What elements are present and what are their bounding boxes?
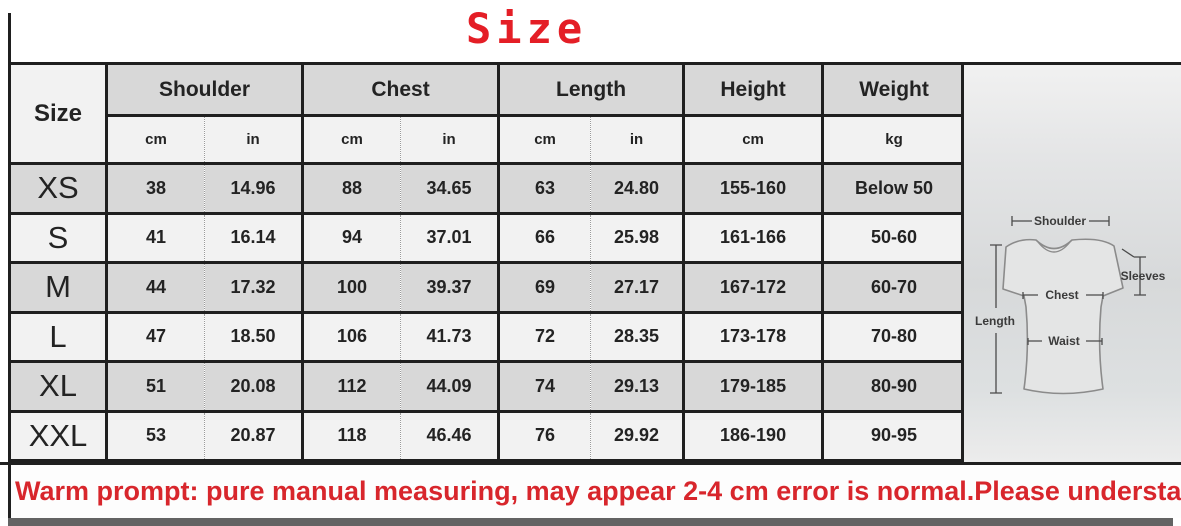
size-label: XS xyxy=(8,162,108,215)
group-header-weight: Weight xyxy=(821,62,968,117)
value-cell: 173-178 xyxy=(682,310,825,363)
unit-header: cm xyxy=(682,114,825,165)
value-cell: 100 xyxy=(301,261,402,314)
value-cell: 28.35 xyxy=(590,310,686,363)
measure-lines xyxy=(990,216,1146,394)
value-cell: 70-80 xyxy=(821,310,968,363)
value-cell: 161-166 xyxy=(682,211,825,264)
value-cell: Below 50 xyxy=(821,162,968,215)
bottom-divider-bar xyxy=(8,518,1173,526)
size-label: M xyxy=(8,261,108,314)
value-cell: 46.46 xyxy=(400,409,501,462)
value-cell: 72 xyxy=(497,310,592,363)
value-cell: 80-90 xyxy=(821,360,968,413)
shoulder-measure-label: Shoulder xyxy=(1034,214,1086,228)
value-cell: 16.14 xyxy=(203,211,305,264)
table-row-xs: XS 38 14.96 88 34.65 63 24.80 155-160 Be… xyxy=(8,162,968,215)
value-cell: 27.17 xyxy=(590,261,686,314)
left-border-tick xyxy=(8,13,11,62)
value-cell: 14.96 xyxy=(203,162,305,215)
warning-text: Warm prompt: pure manual measuring, may … xyxy=(15,476,1181,506)
sleeves-measure-label: Sleeves xyxy=(1121,269,1166,283)
value-cell: 41 xyxy=(105,211,205,264)
value-cell: 186-190 xyxy=(682,409,825,462)
value-cell: 34.65 xyxy=(400,162,501,215)
value-cell: 18.50 xyxy=(203,310,305,363)
unit-header: kg xyxy=(821,114,968,165)
value-cell: 69 xyxy=(497,261,592,314)
value-cell: 44.09 xyxy=(400,360,501,413)
page-title: Size xyxy=(466,4,588,53)
value-cell: 24.80 xyxy=(590,162,686,215)
value-cell: 29.13 xyxy=(590,360,686,413)
value-cell: 88 xyxy=(301,162,402,215)
value-cell: 50-60 xyxy=(821,211,968,264)
tshirt-icon xyxy=(1002,238,1124,395)
value-cell: 179-185 xyxy=(682,360,825,413)
unit-header: cm xyxy=(497,114,592,165)
group-header-length: Length xyxy=(497,62,686,117)
value-cell: 44 xyxy=(105,261,205,314)
value-cell: 17.32 xyxy=(203,261,305,314)
chest-measure-label: Chest xyxy=(1045,288,1078,302)
group-header-shoulder: Shoulder xyxy=(104,62,305,117)
value-cell: 29.92 xyxy=(590,409,686,462)
table-row-l: L 47 18.50 106 41.73 72 28.35 173-178 70… xyxy=(8,310,968,363)
value-cell: 106 xyxy=(301,310,402,363)
value-cell: 112 xyxy=(301,360,402,413)
corner-header-size: Size xyxy=(8,62,108,165)
value-cell: 63 xyxy=(497,162,592,215)
group-header-height: Height xyxy=(682,62,825,117)
tshirt-measurement-diagram: Shoulder Length Chest Waist Sleeves xyxy=(975,214,1166,395)
size-chart-table: Size Shoulder Chest Length Height Weight… xyxy=(8,62,968,462)
value-cell: 39.37 xyxy=(400,261,501,314)
size-label: XXL xyxy=(8,409,108,462)
value-cell: 90-95 xyxy=(821,409,968,462)
unit-header: in xyxy=(590,114,686,165)
waist-measure-label: Waist xyxy=(1048,334,1080,348)
value-cell: 155-160 xyxy=(682,162,825,215)
unit-header: cm xyxy=(105,114,205,165)
warning-left-border xyxy=(8,465,11,518)
value-cell: 47 xyxy=(105,310,205,363)
value-cell: 66 xyxy=(497,211,592,264)
value-cell: 37.01 xyxy=(400,211,501,264)
size-label: XL xyxy=(8,360,108,413)
value-cell: 20.87 xyxy=(203,409,305,462)
table-row-m: M 44 17.32 100 39.37 69 27.17 167-172 60… xyxy=(8,261,968,314)
table-row-s: S 41 16.14 94 37.01 66 25.98 161-166 50-… xyxy=(8,211,968,264)
value-cell: 41.73 xyxy=(400,310,501,363)
table-row-xl: XL 51 20.08 112 44.09 74 29.13 179-185 8… xyxy=(8,360,968,413)
value-cell: 53 xyxy=(105,409,205,462)
value-cell: 118 xyxy=(301,409,402,462)
measurement-diagram-panel: Shoulder Length Chest Waist Sleeves xyxy=(961,62,1181,462)
value-cell: 60-70 xyxy=(821,261,968,314)
value-cell: 167-172 xyxy=(682,261,825,314)
value-cell: 94 xyxy=(301,211,402,264)
group-header-chest: Chest xyxy=(301,62,501,117)
title-band: Size xyxy=(0,0,1181,62)
table-row-xxl: XXL 53 20.87 118 46.46 76 29.92 186-190 … xyxy=(8,409,968,462)
value-cell: 38 xyxy=(105,162,205,215)
warning-strip: Warm prompt: pure manual measuring, may … xyxy=(0,462,1181,518)
length-measure-label: Length xyxy=(975,314,1015,328)
value-cell: 76 xyxy=(497,409,592,462)
value-cell: 20.08 xyxy=(203,360,305,413)
size-label: L xyxy=(8,310,108,363)
unit-header: in xyxy=(203,114,305,165)
unit-header: cm xyxy=(301,114,402,165)
value-cell: 25.98 xyxy=(590,211,686,264)
table-unit-row: cm in cm in cm in cm kg xyxy=(10,114,968,165)
value-cell: 51 xyxy=(105,360,205,413)
value-cell: 74 xyxy=(497,360,592,413)
size-label: S xyxy=(8,211,108,264)
unit-header: in xyxy=(400,114,501,165)
table-header-group-row: Size Shoulder Chest Length Height Weight xyxy=(8,62,968,165)
